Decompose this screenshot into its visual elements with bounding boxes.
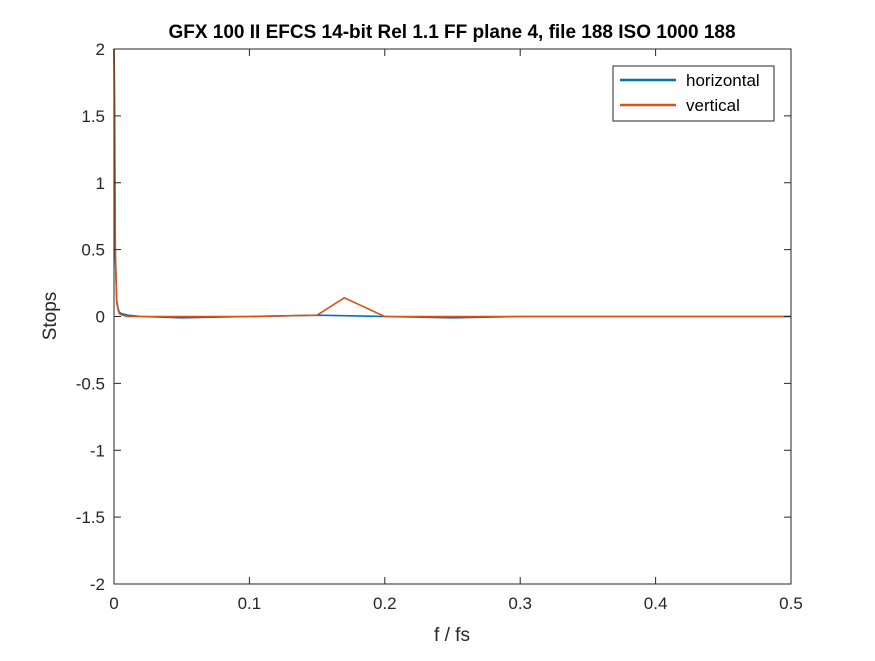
y-tick-label: -2 <box>90 575 105 594</box>
x-tick-label: 0.3 <box>508 594 532 613</box>
y-tick-label: 1.5 <box>81 107 105 126</box>
y-tick-label: 0 <box>96 308 105 327</box>
y-tick-label: 2 <box>96 40 105 59</box>
legend-box <box>612 65 775 122</box>
y-tick-label: -1.5 <box>76 508 105 527</box>
x-tick-label: 0.4 <box>644 594 668 613</box>
x-axis-ticks: 0 0.1 0.2 0.3 0.4 0.5 <box>109 49 803 613</box>
y-tick-label: 1 <box>96 174 105 193</box>
legend-label-vertical: vertical <box>686 96 740 115</box>
series-line-vertical <box>113 48 791 318</box>
x-tick-label: 0.1 <box>238 594 262 613</box>
series-layer <box>113 48 791 319</box>
legend-label-horizontal: horizontal <box>686 71 760 90</box>
y-axis-ticks: -2 -1.5 -1 -0.5 0 0.5 1 1.5 2 <box>76 40 791 594</box>
x-tick-label: 0.5 <box>779 594 803 613</box>
y-tick-label: 0.5 <box>81 241 105 260</box>
y-axis-label: Stops <box>40 292 61 341</box>
y-tick-label: -1 <box>90 441 105 460</box>
legend: horizontal vertical <box>612 65 775 122</box>
x-axis-label: f / fs <box>434 625 470 646</box>
y-tick-label: -0.5 <box>76 374 105 393</box>
x-tick-label: 0.2 <box>373 594 397 613</box>
x-tick-label: 0 <box>109 594 118 613</box>
chart-title: GFX 100 II EFCS 14-bit Rel 1.1 FF plane … <box>168 22 735 43</box>
